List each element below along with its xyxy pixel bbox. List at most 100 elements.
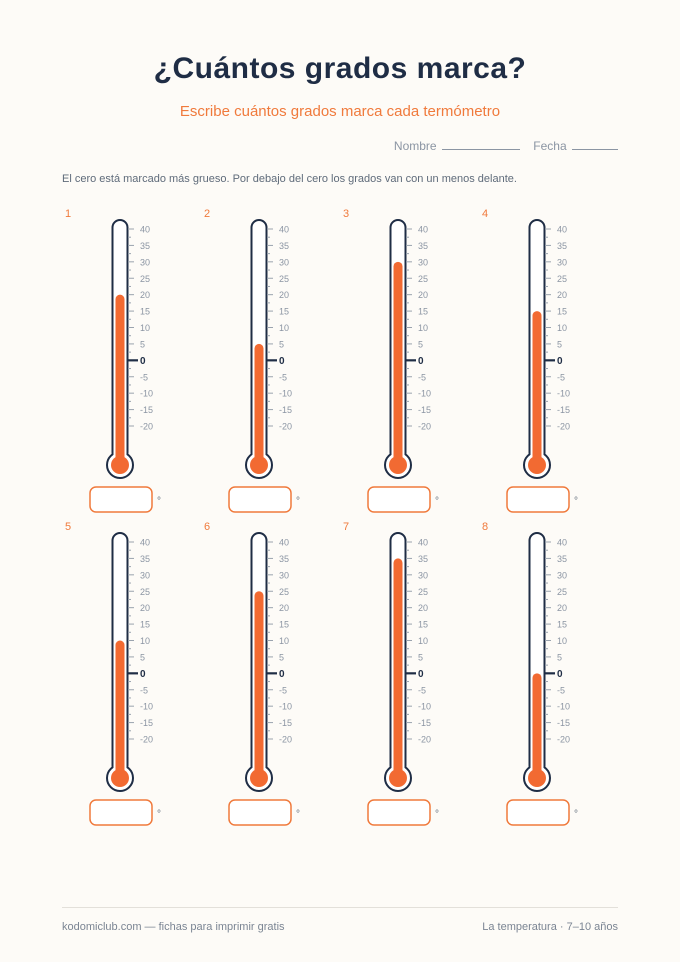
- mercury-bulb: [111, 769, 129, 787]
- scale-label: -15: [418, 718, 431, 728]
- scale-label: 35: [557, 554, 567, 564]
- scale-label: -10: [418, 389, 431, 399]
- scale-label: 0: [418, 669, 424, 680]
- scale-label: 40: [279, 538, 289, 548]
- thermometer: 2 40 35 30 25 20 15 10 5 0 -5 -10 -15 -20 °: [204, 208, 300, 513]
- scale-label: -10: [140, 389, 153, 399]
- scale-label: 10: [418, 323, 428, 333]
- scale-label: -20: [140, 422, 153, 432]
- scale-label: 10: [418, 636, 428, 646]
- thermometer: 1 40 35 30 25 20 15 10 5 0 -5 -10 -15 -20 °: [65, 208, 161, 513]
- answer-box[interactable]: [367, 799, 431, 826]
- scale-label: 5: [279, 652, 284, 662]
- scale-label: 25: [140, 274, 150, 284]
- scale-label: 0: [418, 356, 424, 367]
- scale-label: 30: [418, 257, 428, 267]
- degree-symbol: °: [296, 809, 300, 820]
- scale-label: 15: [557, 620, 567, 630]
- scale-label: 30: [418, 570, 428, 580]
- name-date-fields: Nombre Fecha: [394, 139, 618, 153]
- scale-label: 40: [557, 225, 567, 235]
- scale-label: -5: [279, 372, 287, 382]
- scale-label: 0: [279, 356, 285, 367]
- degree-symbol: °: [574, 496, 578, 507]
- scale-label: 10: [140, 636, 150, 646]
- scale-label: 0: [557, 356, 563, 367]
- scale-label: -20: [418, 735, 431, 745]
- answer-box[interactable]: [506, 799, 570, 826]
- scale-label: -5: [418, 372, 426, 382]
- scale-label: 30: [557, 570, 567, 580]
- scale-label: 40: [140, 225, 150, 235]
- scale-label: 25: [418, 274, 428, 284]
- degree-symbol: °: [574, 809, 578, 820]
- scale-label: 0: [140, 356, 146, 367]
- answer-box[interactable]: [367, 486, 431, 513]
- scale-label: 30: [279, 570, 289, 580]
- scale-label: 30: [557, 257, 567, 267]
- mercury-bulb: [528, 456, 546, 474]
- mercury-column: [393, 261, 403, 465]
- scale-label: -10: [418, 702, 431, 712]
- answer-box[interactable]: [228, 799, 292, 826]
- scale-label: -5: [140, 685, 148, 695]
- scale-label: 20: [140, 603, 150, 613]
- thermometer-number: 8: [482, 521, 488, 533]
- scale-label: 20: [418, 603, 428, 613]
- degree-symbol: °: [435, 496, 439, 507]
- scale-label: -20: [140, 735, 153, 745]
- mercury-bulb: [528, 769, 546, 787]
- scale-label: -20: [279, 422, 292, 432]
- date-line[interactable]: [572, 139, 618, 150]
- answer-box[interactable]: [228, 486, 292, 513]
- mercury-bulb: [389, 769, 407, 787]
- degree-symbol: °: [157, 809, 161, 820]
- page-subtitle: Escribe cuántos grados marca cada termóm…: [179, 103, 501, 120]
- scale-label: -20: [557, 422, 570, 432]
- scale-label: 10: [140, 323, 150, 333]
- thermometer-number: 2: [204, 208, 210, 220]
- scale-label: -10: [279, 702, 292, 712]
- scale-label: 10: [279, 323, 289, 333]
- scale-label: 0: [279, 669, 285, 680]
- footer-site: kodomiclub.com — fichas para imprimir gr…: [62, 921, 285, 933]
- thermometer: 5 40 35 30 25 20 15 10 5 0 -5 -10 -15 -20 °: [65, 521, 161, 826]
- mercury-column: [254, 343, 264, 465]
- answer-box[interactable]: [89, 799, 153, 826]
- footer-topic: La temperatura · 7–10 años: [482, 921, 618, 933]
- scale-label: 20: [418, 290, 428, 300]
- scale-label: 0: [140, 669, 146, 680]
- mercury-column: [393, 558, 403, 778]
- scale-label: 40: [418, 225, 428, 235]
- answer-box[interactable]: [506, 486, 570, 513]
- mercury-bulb: [250, 769, 268, 787]
- thermometer-number: 6: [204, 521, 210, 533]
- scale-label: 25: [279, 274, 289, 284]
- mercury-column: [254, 591, 264, 778]
- scale-label: -10: [279, 389, 292, 399]
- scale-label: 5: [279, 339, 284, 349]
- scale-label: -5: [279, 685, 287, 695]
- scale-label: 35: [140, 241, 150, 251]
- mercury-column: [532, 311, 542, 465]
- thermometer: 4 40 35 30 25 20 15 10 5 0 -5 -10 -15 -20 °: [482, 208, 578, 513]
- scale-label: -15: [418, 405, 431, 415]
- answer-box[interactable]: [89, 486, 153, 513]
- scale-label: 15: [557, 307, 567, 317]
- scale-label: 30: [140, 257, 150, 267]
- scale-label: 30: [279, 257, 289, 267]
- scale-label: 5: [140, 339, 145, 349]
- instructions-text: El cero está marcado más grueso. Por deb…: [62, 173, 517, 185]
- scale-label: 15: [279, 620, 289, 630]
- name-line[interactable]: [441, 139, 520, 150]
- scale-label: 5: [140, 652, 145, 662]
- scale-label: 40: [557, 538, 567, 548]
- degree-symbol: °: [157, 496, 161, 507]
- footer-divider: [62, 907, 618, 908]
- date-label: Fecha: [533, 139, 567, 153]
- thermometer-number: 7: [343, 521, 349, 533]
- scale-label: 30: [140, 570, 150, 580]
- scale-label: 5: [418, 339, 423, 349]
- scale-label: 35: [418, 554, 428, 564]
- thermometer: 7 40 35 30 25 20 15 10 5 0 -5 -10 -15 -20 °: [343, 521, 439, 826]
